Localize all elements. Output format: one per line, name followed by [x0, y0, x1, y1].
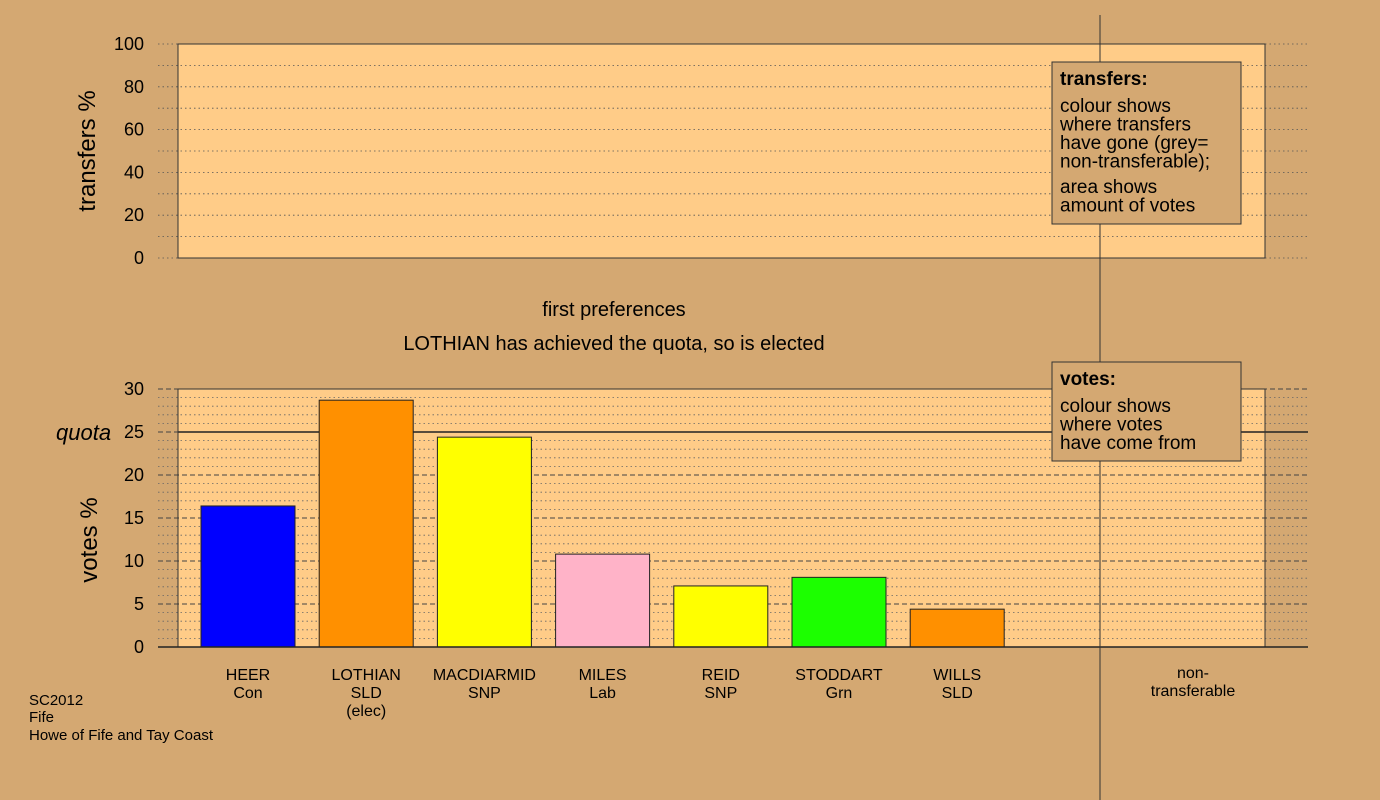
footer: SC2012 Fife Howe of Fife and Tay Coast: [29, 692, 214, 744]
transfers-y-tick-label: 100: [114, 34, 144, 54]
non-transferable-label: non-transferable: [1151, 665, 1236, 700]
legend-title: votes:: [1060, 369, 1116, 390]
transfers-y-tick-label: 0: [134, 248, 144, 268]
votes-y-tick-label: 0: [134, 637, 144, 657]
bar-reid: [673, 585, 769, 648]
quota-label: quota: [56, 420, 111, 445]
votes-y-tick-label: 10: [124, 551, 144, 571]
candidate-label: MILES Lab: [579, 667, 627, 702]
legend-text: colour shows: [1060, 96, 1171, 117]
candidate-label: LOTHIAN SLD (elec): [332, 667, 401, 720]
transfers-y-axis-label: transfers %: [74, 90, 101, 211]
votes-y-tick-label: 5: [134, 594, 144, 614]
bar-macdiarmid: [436, 436, 532, 648]
legend-text: non-transferable);: [1060, 152, 1210, 173]
candidate-label: REID SNP: [702, 667, 740, 702]
transfers-y-ticks: 0 20 40 60 80 100: [114, 34, 144, 268]
candidate-label: MACDIARMID SNP: [433, 667, 536, 702]
legend-text: area shows: [1060, 177, 1157, 198]
candidate-label: HEER Con: [226, 667, 270, 702]
votes-y-tick-label: 15: [124, 508, 144, 528]
legend-text: colour shows: [1060, 396, 1171, 417]
votes-y-tick-label: 20: [124, 465, 144, 485]
transfers-y-tick-label: 20: [124, 205, 144, 225]
footer-council: Fife: [29, 709, 54, 726]
chart-subtitle: LOTHIAN has achieved the quota, so is el…: [403, 333, 824, 355]
legend-text: where transfers: [1059, 115, 1191, 136]
votes-bars: [200, 399, 1005, 648]
transfers-y-tick-label: 40: [124, 162, 144, 182]
chart-title: first preferences: [542, 299, 685, 321]
candidate-label: STODDART Grn: [795, 667, 883, 702]
bar-lothian: [318, 399, 414, 648]
votes-y-tick-label: 25: [124, 422, 144, 442]
legend-title: transfers:: [1060, 69, 1148, 90]
legend-box: [1051, 361, 1242, 462]
footer-election: SC2012: [29, 692, 83, 709]
legend-text: have gone (grey=: [1060, 133, 1208, 154]
candidate-labels: HEER Con LOTHIAN SLD (elec) MACDIARMID SNP MILE…: [226, 667, 981, 720]
bar-heer: [200, 505, 296, 648]
legend-text: where votes: [1059, 415, 1162, 436]
bar-stoddart: [791, 576, 887, 648]
transfers-y-tick-label: 60: [124, 120, 144, 140]
bar-wills: [909, 608, 1005, 648]
transfers-y-tick-label: 80: [124, 77, 144, 97]
legend-text: have come from: [1060, 433, 1196, 454]
legend-text: amount of votes: [1060, 196, 1195, 217]
legend-box: [1051, 61, 1242, 225]
candidate-label: WILLS SLD: [933, 667, 981, 702]
footer-ward: Howe of Fife and Tay Coast: [29, 727, 214, 744]
transfers-plot-frame: [177, 43, 1266, 259]
votes-y-tick-label: 30: [124, 379, 144, 399]
votes-y-ticks: 0 5 10 15 20 25 30: [124, 379, 144, 657]
bar-miles: [555, 553, 651, 648]
votes-y-axis-label: votes %: [76, 497, 103, 582]
